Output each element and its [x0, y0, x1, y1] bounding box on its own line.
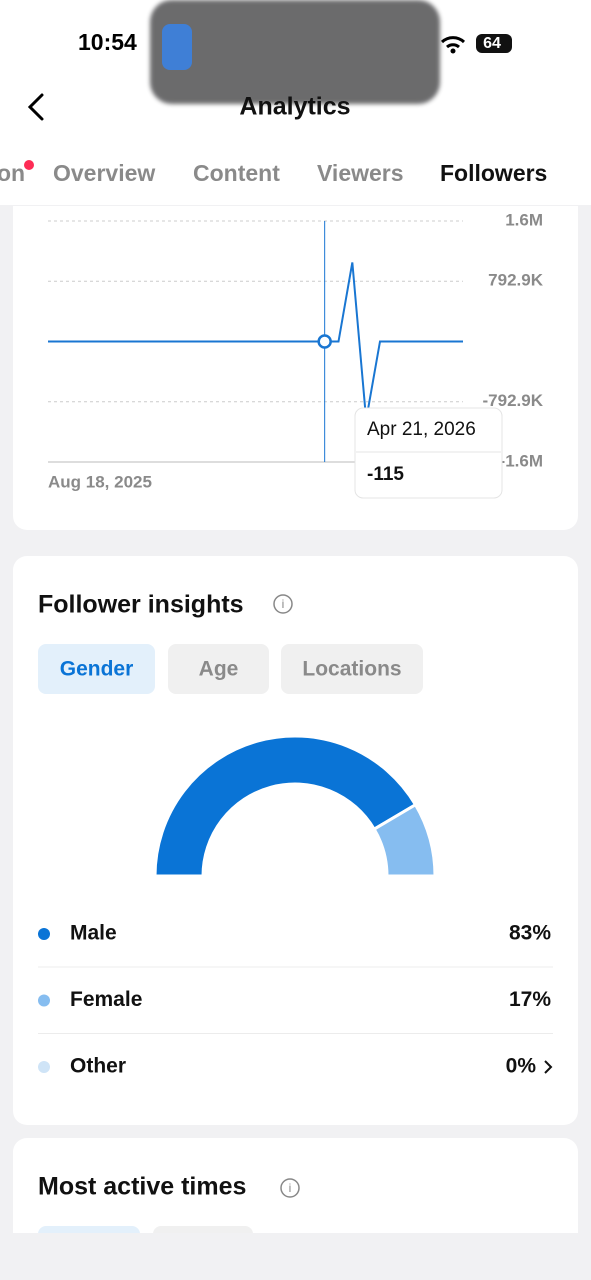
page-title: Analytics — [239, 93, 350, 121]
chip-label: Age — [199, 658, 239, 681]
back-button[interactable] — [27, 93, 44, 121]
line-chart: 1.6M 792.9K -792.9K -1.6M Aug 18, 2025 Apr 21… — [48, 210, 544, 499]
tooltip-date: Apr 21, 2026 — [367, 419, 476, 440]
chip[interactable] — [38, 644, 155, 694]
legend-label: Female — [70, 988, 142, 1011]
insights-card — [13, 556, 578, 1125]
wifi-icon — [440, 36, 466, 49]
wifi-dot — [450, 48, 456, 54]
tab[interactable]: Content — [193, 160, 280, 186]
insights-title: Follower insights — [38, 591, 244, 619]
chip-label: Locations — [302, 658, 401, 681]
legend-value: 17% — [509, 988, 551, 1011]
gender-chart: Male 83% Female 17% Other 0% — [38, 734, 553, 1078]
legend-label: Male — [70, 922, 117, 945]
x-tick-label: Aug 18, 2025 — [48, 472, 152, 491]
tab[interactable]: on — [0, 160, 25, 186]
chip-row: Gender Age Locations — [38, 644, 423, 694]
legend-label: Other — [70, 1055, 126, 1078]
battery-level: 64 — [483, 35, 501, 52]
legend-value: 83% — [509, 922, 551, 945]
notification-icon — [162, 24, 192, 70]
tab[interactable]: Followers — [440, 160, 547, 186]
line-series — [48, 262, 463, 420]
pie-segment — [153, 734, 418, 878]
chevron[interactable] — [544, 1060, 553, 1074]
bottom-bar — [0, 1233, 591, 1280]
legend-value: 0% — [506, 1055, 537, 1078]
tab-bar: on Overview Content Viewers Followers — [0, 160, 547, 186]
y-tick-label: 1.6M — [505, 210, 543, 229]
legend-dot — [38, 994, 50, 1007]
chip[interactable] — [168, 644, 269, 694]
header-extend — [0, 190, 591, 205]
y-tick-label: -1.6M — [500, 451, 543, 470]
status-time: 10:54 — [78, 29, 137, 55]
active-times-title: Most active times — [38, 1173, 246, 1201]
battery — [476, 34, 512, 53]
info-icon[interactable] — [280, 1178, 300, 1198]
tooltip-value: -115 — [367, 464, 404, 485]
info-icon-glyph: i — [282, 597, 285, 611]
tab[interactable]: Viewers — [317, 160, 404, 186]
tab[interactable]: Overview — [53, 160, 155, 186]
selected-point — [317, 334, 332, 349]
y-tick-label: 792.9K — [488, 271, 544, 290]
tooltip — [354, 407, 503, 499]
tab-badge — [24, 160, 34, 170]
y-tick-label: -792.9K — [483, 391, 544, 410]
info-icon-glyph: i — [289, 1181, 292, 1195]
legend-dot — [38, 1061, 50, 1073]
legend-dot — [38, 928, 50, 940]
notification-blur — [150, 0, 440, 104]
pie-segment — [372, 802, 437, 878]
chip[interactable] — [281, 644, 423, 694]
info-icon[interactable] — [273, 594, 293, 614]
chip-label: Gender — [60, 658, 134, 681]
